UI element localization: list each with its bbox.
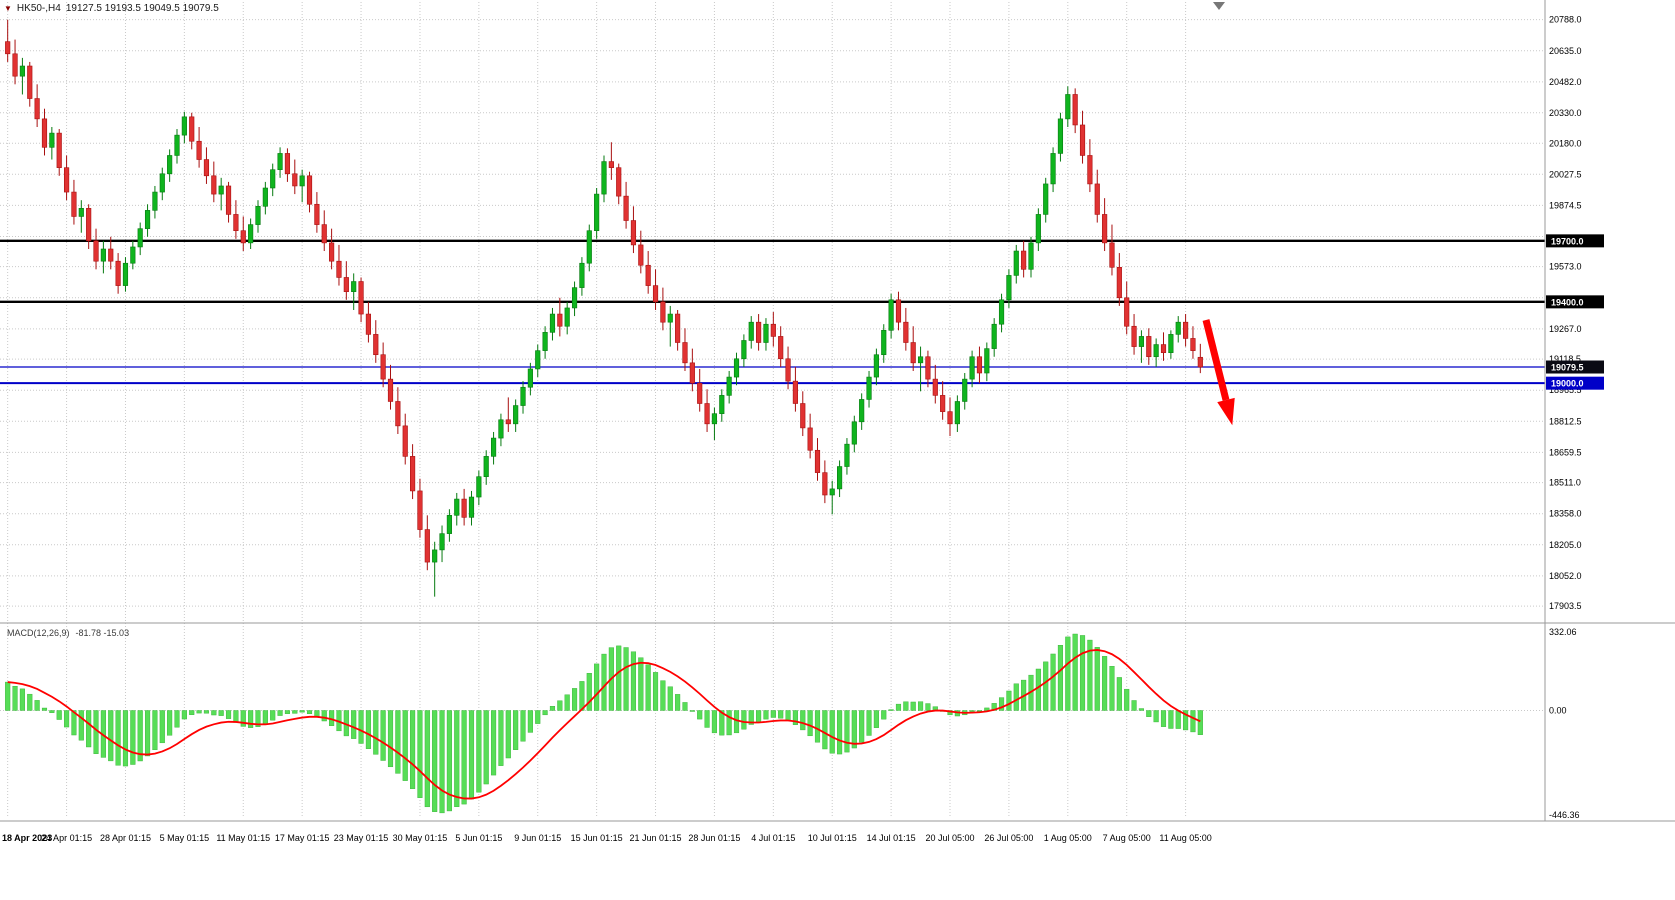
chart-header-info: ▼ HK50-,H4 19127.5 19193.5 19049.5 19079…: [4, 3, 219, 14]
price-tick-label: 18965.5: [1549, 385, 1582, 395]
price-tick-label: 18659.5: [1549, 447, 1582, 457]
price-axis[interactable]: 20788.0 20635.0 20482.0 20330.0 20180.0 20027…: [1546, 15, 1604, 611]
symbol-timeframe-label: HK50-,H4: [16, 3, 61, 14]
price-tick-label: 18511.0: [1549, 478, 1581, 488]
time-tick-label: 5 May 01:15: [160, 833, 210, 843]
time-tick-label: 28 Jun 01:15: [688, 833, 740, 843]
svg-text:19400.0: 19400.0: [1551, 297, 1584, 307]
macd-axis-label: 0.00: [1549, 705, 1567, 715]
macd-panel: 332.06 0.00 -446.36: [0, 627, 1580, 820]
macd-indicator-header: MACD(12,26,9) -81.78 -15.03: [7, 628, 129, 638]
price-tick-label: 20330.0: [1549, 108, 1582, 118]
time-tick-label: 20 Jul 05:00: [925, 833, 974, 843]
price-tick-label: 20180.0: [1549, 138, 1582, 148]
red-arrow-head: [1217, 397, 1235, 426]
price-tick-label: 19267.0: [1549, 324, 1582, 334]
price-tick-label: 17903.5: [1549, 601, 1582, 611]
price-tick-label: 18205.0: [1549, 540, 1582, 550]
svg-text:19700.0: 19700.0: [1551, 236, 1584, 246]
price-badge-19400.0: [1546, 295, 1604, 309]
candles-layer: [5, 19, 1203, 597]
ohlc-values: 19127.5 19193.5 19049.5 19079.5: [65, 3, 219, 14]
time-tick-label: 17 May 01:15: [275, 833, 330, 843]
time-tick-label: 23 May 01:15: [334, 833, 389, 843]
svg-text:19000.0: 19000.0: [1551, 379, 1584, 389]
time-tick-label: 1 Aug 05:00: [1044, 833, 1092, 843]
time-tick-label: 24 Apr 01:15: [41, 833, 92, 843]
red-arrow-shaft: [1202, 319, 1230, 401]
macd-current-values: -81.78 -15.03: [75, 628, 130, 638]
time-tick-label: 11 May 01:15: [216, 833, 270, 843]
price-tick-label: 18812.5: [1549, 416, 1582, 426]
time-tick-label: 10 Jul 01:15: [808, 833, 857, 843]
price-badge-19700.0: [1546, 234, 1604, 248]
chart-shift-marker-icon[interactable]: [1213, 2, 1225, 10]
price-tick-label: 20635.0: [1549, 46, 1582, 56]
price-tick-label: 19874.5: [1549, 200, 1582, 210]
panel-separators: [0, 0, 1675, 822]
macd-signal-line: [7, 649, 1201, 800]
time-tick-label: 21 Jun 01:15: [630, 833, 682, 843]
time-tick-label: 18 Apr 2023: [2, 833, 52, 843]
time-tick-label: 11 Aug 05:00: [1159, 833, 1211, 843]
time-tick-label: 14 Jul 01:15: [867, 833, 916, 843]
symbol-dropdown-icon[interactable]: ▼: [4, 3, 12, 13]
time-tick-label: 30 May 01:15: [393, 833, 448, 843]
svg-text:19079.5: 19079.5: [1551, 363, 1584, 373]
price-tick-label: 20027.5: [1549, 169, 1582, 179]
macd-label: MACD(12,26,9): [7, 628, 70, 638]
price-tick-label: 20482.0: [1549, 77, 1582, 87]
macd-axis-label: 332.06: [1549, 627, 1577, 637]
price-tick-label: 19573.0: [1549, 262, 1582, 272]
time-tick-label: 26 Jul 05:00: [984, 833, 1033, 843]
macd-axis-label: -446.36: [1549, 810, 1580, 820]
time-tick-label: 28 Apr 01:15: [100, 833, 151, 843]
price-tick-label: 19118.5: [1549, 354, 1581, 364]
time-tick-label: 5 Jun 01:15: [455, 833, 502, 843]
price-badge-19000.0: [1546, 376, 1604, 390]
time-tick-label: 9 Jun 01:15: [514, 833, 561, 843]
price-tick-label: 18052.0: [1549, 571, 1582, 581]
price-tick-label: 20788.0: [1549, 15, 1582, 25]
time-tick-label: 7 Aug 05:00: [1103, 833, 1151, 843]
time-tick-label: 15 Jun 01:15: [571, 833, 623, 843]
current-price-badge: [1546, 360, 1604, 374]
horizontal-level-lines[interactable]: [0, 239, 1545, 385]
price-tick-label: 18358.0: [1549, 509, 1582, 519]
time-tick-label: 4 Jul 01:15: [751, 833, 795, 843]
arrow-annotation[interactable]: [1202, 319, 1235, 426]
